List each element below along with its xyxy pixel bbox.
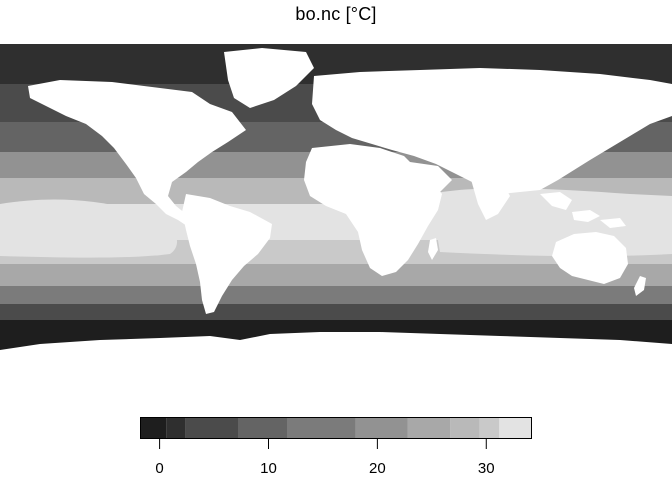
australia	[552, 232, 628, 284]
color-key-band	[287, 417, 356, 439]
color-key-bands	[140, 417, 532, 439]
color-key-band	[499, 417, 532, 439]
new-zealand	[634, 276, 646, 296]
greenland	[224, 48, 314, 108]
africa	[304, 144, 442, 276]
color-key-border	[140, 417, 532, 439]
band-southern-temperate	[0, 264, 672, 286]
band-southern-high	[0, 304, 672, 320]
color-key-tick-label: 10	[260, 460, 277, 477]
western-pacific-warm-pool	[0, 199, 178, 258]
color-key-tick-label: 30	[478, 460, 495, 477]
south-america	[182, 194, 272, 314]
color-key-band	[355, 417, 408, 439]
madagascar	[428, 238, 438, 260]
color-key-tick-label: 20	[369, 460, 386, 477]
color-key-tick-label: 0	[155, 460, 163, 477]
color-key-band	[185, 417, 238, 439]
color-key	[140, 417, 532, 439]
southeast-asia-islands	[540, 192, 626, 228]
color-key-band	[140, 417, 167, 439]
color-key-band	[166, 417, 186, 439]
land-masses	[0, 48, 672, 360]
color-key-band	[479, 417, 500, 439]
map-title: bo.nc [°C]	[295, 4, 377, 24]
color-key-band	[407, 417, 451, 439]
color-key-band	[450, 417, 480, 439]
band-southern-mid	[0, 286, 672, 304]
indian-subcontinent	[470, 176, 510, 220]
color-key-band	[238, 417, 287, 439]
north-america	[28, 80, 246, 232]
world-temperature-map	[0, 44, 672, 360]
antarctica	[0, 332, 672, 360]
eurasia	[312, 68, 672, 194]
